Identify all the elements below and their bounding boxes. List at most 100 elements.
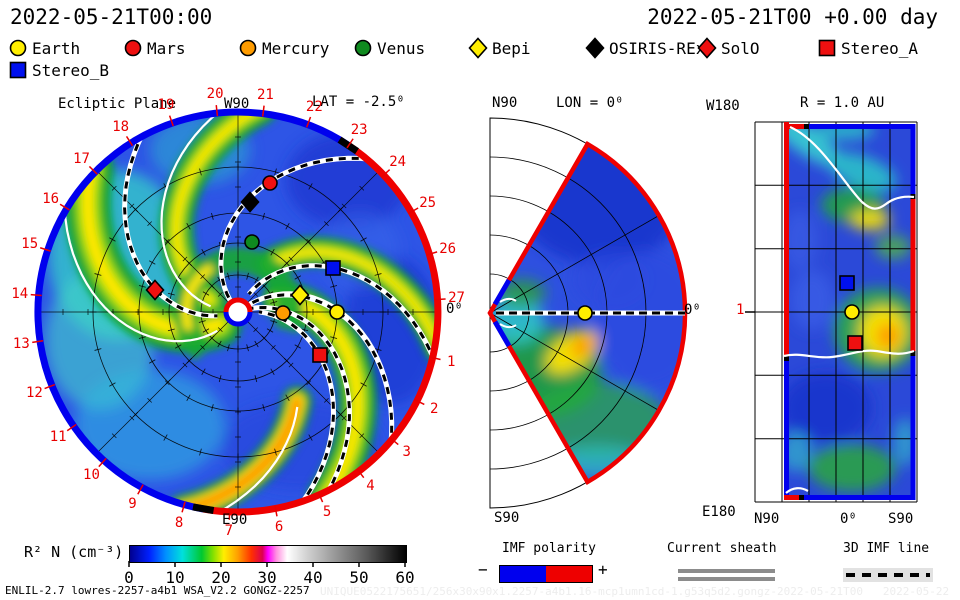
legend-item-stereo_a: Stereo_A <box>816 37 918 59</box>
legend-label: Stereo_A <box>841 38 919 58</box>
wedge-current-sheet <box>499 297 517 303</box>
ecliptic-panel <box>30 105 446 520</box>
legend-item-earth: Earth <box>7 37 80 59</box>
marker-earth <box>844 304 860 320</box>
legend-label: Mercury <box>262 38 330 58</box>
ecliptic-day-tick-10: 10 <box>83 466 100 483</box>
colorbar-tick-20: 20 <box>211 568 231 587</box>
legend-item-bepi: Bepi <box>467 37 531 59</box>
marker-mercury <box>275 305 291 321</box>
colorbar-tick-60: 60 <box>395 568 415 587</box>
imf-negative-swatch <box>500 566 546 582</box>
imf-polarity-plus: + <box>598 560 608 579</box>
ecliptic-day-tick-5: 5 <box>322 504 332 521</box>
stereo_a-symbol-icon <box>818 39 836 57</box>
colorbar <box>129 545 407 563</box>
band-polarity-borders <box>784 122 916 500</box>
mercury-symbol-icon <box>239 39 257 57</box>
colorbar-tick-0: 0 <box>124 568 134 587</box>
imf-positive-swatch <box>546 566 592 582</box>
mars-symbol-icon <box>124 39 142 57</box>
imf-polarity-swatch <box>499 565 593 583</box>
ecliptic-day-tick-25: 25 <box>419 194 437 211</box>
ecliptic-day-tick-14: 14 <box>11 285 29 302</box>
ecliptic-lat-label: LAT = -2.5⁰ <box>312 94 405 110</box>
ecliptic-day-tick-13: 13 <box>12 335 30 352</box>
stereo_b-symbol-icon <box>9 61 27 79</box>
meridional-markers <box>577 305 593 321</box>
legend-label: Venus <box>377 38 426 58</box>
legend-label: Mars <box>147 38 186 58</box>
current-sheath-sample-line <box>678 569 775 573</box>
marker-solo <box>145 279 165 301</box>
legend-item-solo: SolO <box>696 37 760 59</box>
meridional-n90-label: N90 <box>492 95 518 111</box>
rim-polarity-negative-arc <box>34 108 351 513</box>
ecliptic-day-tick-1: 1 <box>446 354 456 370</box>
ecliptic-day-tick-7: 7 <box>224 522 234 539</box>
legend-item-osiris-rex: OSIRIS-REx <box>584 37 705 59</box>
ecliptic-day-tick-11: 11 <box>49 428 67 445</box>
model-info: ENLIL-2.7 lowres-2257-a4b1 WSA_V2.2 GONG… <box>5 584 310 597</box>
timestamp-left: 2022-05-21T00:00 <box>10 5 213 29</box>
imf-polarity-minus: − <box>478 560 488 579</box>
ecliptic-day-tick-23: 23 <box>350 121 368 138</box>
band-current-sheet-lines <box>783 125 915 494</box>
polarity-transition-mark <box>192 503 215 514</box>
marker-osiris-rex <box>240 191 260 213</box>
ecliptic-day-tick-19: 19 <box>157 97 175 114</box>
legend-item-mercury: Mercury <box>237 37 329 59</box>
timestamp-right: 2022-05-21T00 +0.00 day <box>647 5 938 29</box>
marker-stereo_a <box>847 335 863 351</box>
radial-e180-label: E180 <box>702 504 736 520</box>
ecliptic-day-tick-24: 24 <box>389 154 407 171</box>
ecliptic-day-tick-4: 4 <box>366 478 375 495</box>
radial-map-grid <box>754 121 918 503</box>
imf-polarity-title: IMF polarity <box>502 541 596 556</box>
radial-map-panel <box>745 121 918 503</box>
ecliptic-day-tick-26: 26 <box>439 240 457 257</box>
wedge-polarity-border <box>487 141 688 485</box>
ecliptic-day-tick-15: 15 <box>21 236 39 253</box>
colorbar-tick-10: 10 <box>165 568 185 587</box>
legend-label: Bepi <box>492 38 531 58</box>
ecliptic-day-tick-27: 27 <box>448 290 465 307</box>
watermark: UNIQUE0522175651/256x30x90x1.2257-a4b1.1… <box>320 585 950 598</box>
radial-xtick-n90: N90 <box>754 511 780 527</box>
meridional-title: LON = 0⁰ <box>556 95 624 111</box>
radial-w180-label: W180 <box>706 98 740 114</box>
marker-stereo_b <box>325 260 341 276</box>
ecliptic-day-tick-6: 6 <box>274 519 284 536</box>
imf-line-dash <box>846 573 930 577</box>
ecliptic-day-tick-17: 17 <box>73 150 90 167</box>
imf-line-sample <box>843 568 933 582</box>
legend-item-mars: Mars <box>122 37 186 59</box>
radial-day-tick-label: 1 <box>736 302 745 318</box>
imf-line-title: 3D IMF line <box>843 541 930 556</box>
legend-label: Earth <box>32 38 81 58</box>
marker-stereo_b <box>839 275 855 291</box>
marker-mars <box>262 175 278 191</box>
rim-polarity-positive-arc <box>202 142 442 516</box>
colorbar-label: R² N (cm⁻³) <box>24 543 124 561</box>
legend-item-venus: Venus <box>352 37 425 59</box>
marker-stereo_a <box>312 347 328 363</box>
wedge-polarity-negative-mark <box>492 278 512 306</box>
ecliptic-w90-label: W90 <box>224 96 250 112</box>
radial-map-markers <box>839 275 863 351</box>
wedge-current-sheet <box>499 323 517 329</box>
ecliptic-day-tick-20: 20 <box>206 86 224 103</box>
osiris-rex-symbol-icon <box>585 37 605 59</box>
colorbar-tick-50: 50 <box>349 568 369 587</box>
ecliptic-day-tick-8: 8 <box>174 514 184 531</box>
current-sheath-title: Current sheath <box>667 541 777 556</box>
wedge-polarity-negative-mark <box>492 320 512 348</box>
ecliptic-day-tick-9: 9 <box>128 495 137 512</box>
ecliptic-e90-label: E90 <box>222 512 248 528</box>
colorbar-tick-40: 40 <box>303 568 323 587</box>
ecliptic-title: Ecliptic Plane <box>58 96 177 112</box>
day-tick-marks <box>30 105 446 520</box>
ecliptic-lon0-label: 0⁰ <box>446 301 463 317</box>
